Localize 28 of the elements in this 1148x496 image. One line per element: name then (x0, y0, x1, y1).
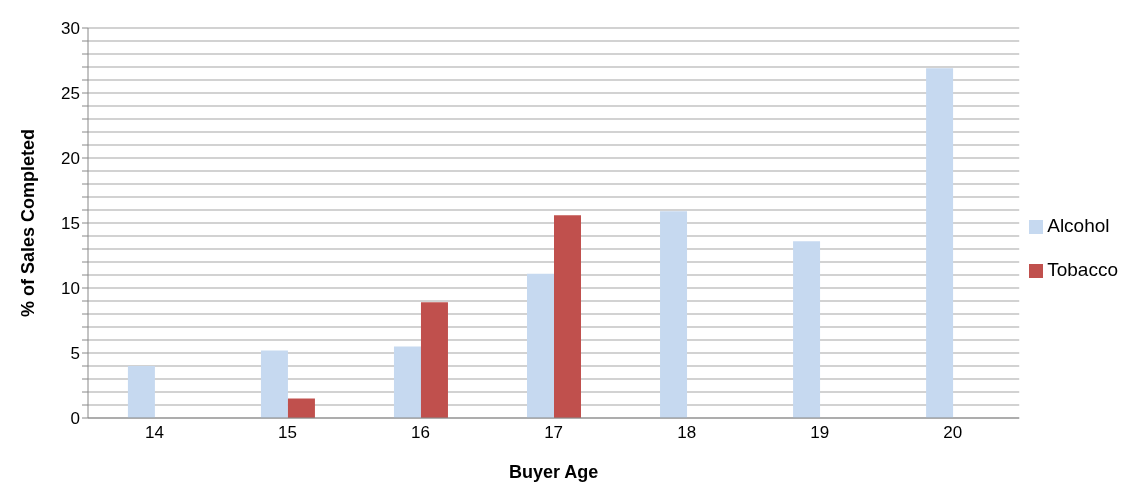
legend-label: Tobacco (1047, 259, 1118, 280)
x-tick-label: 18 (677, 423, 697, 443)
x-tick-label: 20 (943, 423, 963, 443)
x-tick-label: 14 (145, 423, 164, 443)
x-tick-label: 19 (810, 423, 830, 443)
bar (926, 68, 954, 418)
legend-label: Alcohol (1047, 215, 1110, 236)
x-tick-label: 15 (278, 423, 298, 443)
y-tick-label: 15 (61, 214, 80, 234)
y-tick-label: 25 (61, 84, 80, 104)
y-tick-label: 30 (61, 19, 80, 39)
x-tick-label: 16 (411, 423, 431, 443)
bar (554, 215, 581, 418)
bar (420, 302, 448, 418)
y-tick-label: 20 (61, 149, 80, 169)
bar (287, 398, 315, 418)
x-tick-label: 17 (544, 423, 564, 443)
y-tick-label: 10 (61, 279, 80, 299)
bar (793, 241, 821, 418)
bar (127, 366, 155, 418)
bar (527, 273, 554, 418)
y-axis-title: % of Sales Completed (18, 128, 39, 318)
bar (393, 346, 421, 418)
x-axis-title: Buyer Age (508, 462, 599, 482)
bar (260, 350, 288, 418)
bar (660, 211, 688, 418)
y-tick-label: 0 (70, 409, 80, 429)
y-tick-label: 5 (70, 344, 80, 364)
